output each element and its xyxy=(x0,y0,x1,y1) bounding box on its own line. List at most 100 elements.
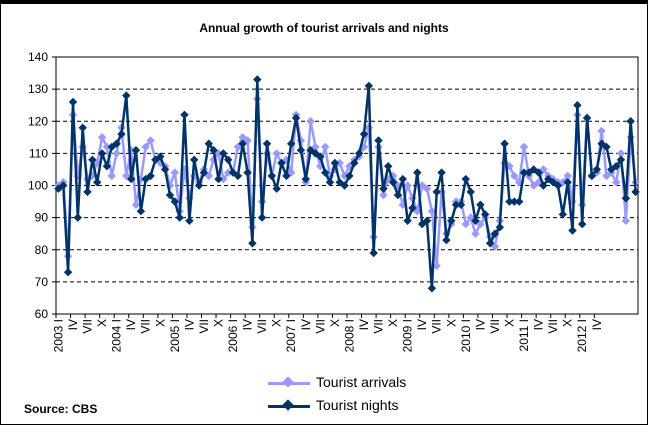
data-point xyxy=(131,200,141,209)
data-point xyxy=(432,187,441,197)
data-point xyxy=(175,213,184,222)
data-point xyxy=(602,142,611,152)
data-point xyxy=(224,168,233,177)
data-point xyxy=(330,158,340,168)
data-point xyxy=(369,248,378,258)
data-point xyxy=(287,139,296,148)
data-point xyxy=(233,171,243,181)
data-point xyxy=(117,129,126,139)
data-point xyxy=(621,194,631,203)
data-point xyxy=(78,123,87,132)
data-point xyxy=(253,75,262,84)
data-point xyxy=(447,216,456,225)
data-point xyxy=(505,197,514,206)
data-point xyxy=(141,142,150,152)
y-tick-label: 130 xyxy=(28,82,48,96)
x-tick-label: IV xyxy=(182,319,196,330)
data-point xyxy=(548,178,558,187)
x-tick-label: VII xyxy=(430,319,444,334)
data-point xyxy=(607,165,616,174)
data-point xyxy=(495,223,504,232)
data-point xyxy=(510,197,519,206)
data-point xyxy=(359,129,369,139)
x-tick-label: X xyxy=(444,319,458,327)
data-point xyxy=(631,187,640,197)
x-tick-label: IV xyxy=(357,319,371,330)
top-border-bar xyxy=(0,0,648,4)
x-tick-label: VII xyxy=(139,319,153,334)
data-point xyxy=(68,97,78,107)
data-point xyxy=(442,235,451,245)
data-point xyxy=(573,101,582,110)
x-tick-label: VII xyxy=(313,319,327,334)
data-point xyxy=(539,165,548,174)
data-point xyxy=(316,152,325,161)
data-point xyxy=(165,190,175,200)
data-point xyxy=(224,155,233,164)
data-point xyxy=(170,168,179,177)
data-point xyxy=(422,184,432,193)
x-tick-label: VII xyxy=(255,319,269,334)
y-tick-label: 140 xyxy=(28,50,48,64)
data-point xyxy=(515,197,524,206)
data-point xyxy=(219,149,228,158)
data-point xyxy=(282,171,291,181)
x-tick-label: 2006 I xyxy=(226,319,240,352)
x-tick-label: VII xyxy=(197,319,211,334)
data-point xyxy=(519,168,529,177)
data-point xyxy=(63,268,73,277)
data-point xyxy=(102,142,112,152)
data-point xyxy=(456,200,466,209)
data-point xyxy=(466,187,475,197)
data-point xyxy=(612,178,621,187)
data-point xyxy=(597,126,606,136)
y-tick-label: 70 xyxy=(35,275,49,289)
data-point xyxy=(558,178,567,187)
data-point xyxy=(170,197,179,206)
data-point xyxy=(510,171,519,181)
data-point xyxy=(248,239,257,248)
data-point xyxy=(427,284,437,293)
x-tick-label: 2009 I xyxy=(401,319,415,352)
data-point xyxy=(146,136,155,145)
data-point xyxy=(180,110,189,119)
data-point xyxy=(296,146,306,155)
data-point xyxy=(291,113,301,123)
x-tick-label: 2008 I xyxy=(342,319,356,352)
data-point xyxy=(451,200,461,209)
x-tick-label: 2005 I xyxy=(168,319,182,352)
data-point xyxy=(587,171,597,181)
data-point xyxy=(194,181,204,190)
data-point xyxy=(112,149,121,158)
x-tick-label: IV xyxy=(124,319,138,330)
data-point xyxy=(379,184,388,193)
data-point xyxy=(321,168,330,177)
data-point xyxy=(354,149,364,158)
data-point xyxy=(345,171,354,181)
data-point xyxy=(93,178,102,187)
data-point xyxy=(553,181,563,190)
series-tourist-nights xyxy=(54,75,640,293)
data-point xyxy=(97,133,107,142)
data-point xyxy=(544,174,553,184)
data-point xyxy=(563,178,572,187)
data-point xyxy=(214,174,223,184)
data-point xyxy=(384,162,393,171)
data-point xyxy=(461,174,470,184)
x-tick-label: IV xyxy=(66,319,80,330)
data-point xyxy=(568,226,577,235)
y-tick-label: 60 xyxy=(35,307,49,321)
data-point xyxy=(471,229,480,238)
x-tick-label: VII xyxy=(546,319,560,334)
data-point xyxy=(616,149,626,158)
data-point xyxy=(219,174,228,184)
data-point xyxy=(190,155,199,164)
x-tick-label: VII xyxy=(81,319,95,334)
data-point xyxy=(534,168,543,177)
data-point xyxy=(325,178,335,187)
x-tick-label: X xyxy=(212,319,226,327)
data-point xyxy=(437,168,446,177)
data-point xyxy=(592,165,601,174)
